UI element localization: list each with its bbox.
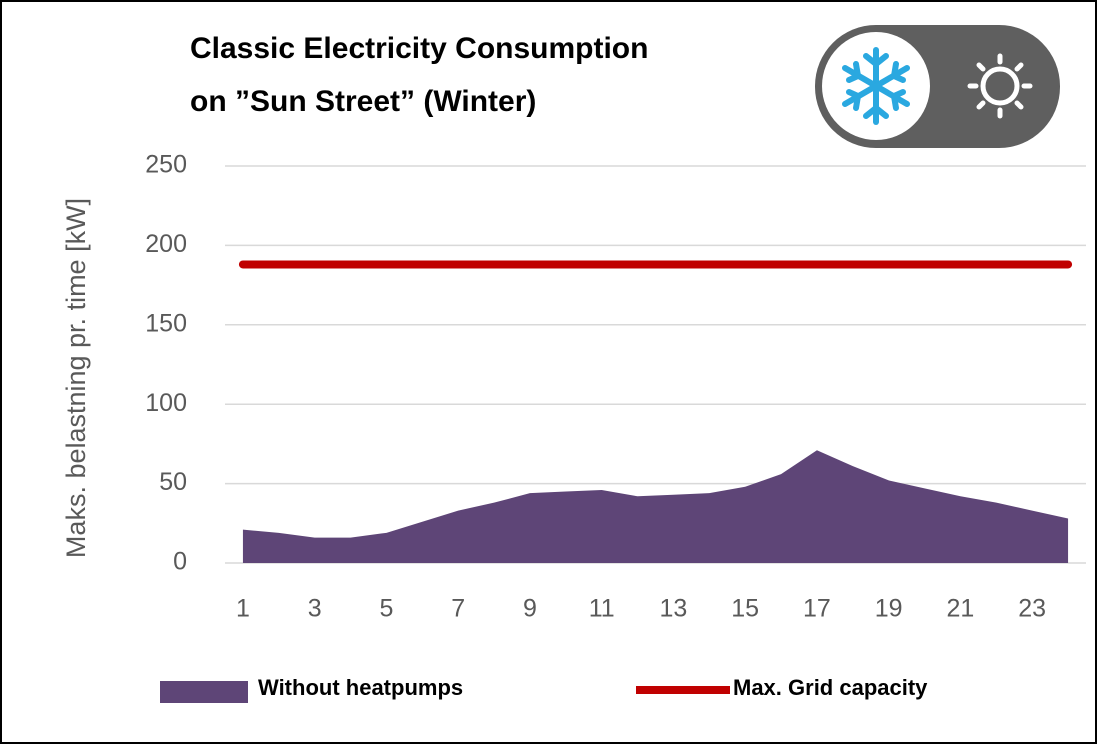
x-tick-label: 21 — [947, 595, 975, 623]
y-tick-label: 50 — [159, 468, 187, 496]
y-tick-label: 200 — [145, 230, 187, 258]
x-tick-label: 23 — [1018, 595, 1046, 623]
x-tick-label: 13 — [660, 595, 688, 623]
y-axis-label: Maks. belastning pr. time [kW] — [61, 198, 91, 558]
sun-icon — [967, 53, 1033, 119]
chart-title: on ”Sun Street” (Winter) — [190, 85, 536, 118]
x-tick-label: 7 — [451, 595, 465, 623]
chart-title: Classic Electricity Consumption — [190, 32, 648, 65]
x-tick-label: 5 — [379, 595, 393, 623]
x-tick-label: 9 — [523, 595, 537, 623]
x-tick-label: 3 — [308, 595, 322, 623]
y-tick-label: 150 — [145, 309, 187, 337]
y-tick-label: 250 — [145, 151, 187, 179]
x-tick-label: 17 — [803, 595, 831, 623]
y-tick-label: 0 — [173, 548, 187, 576]
x-tick-label: 15 — [731, 595, 759, 623]
season-toggle[interactable] — [815, 25, 1060, 148]
x-tick-label: 11 — [589, 595, 615, 623]
x-tick-label: 19 — [875, 595, 903, 623]
x-tick-label: 1 — [236, 595, 250, 623]
area — [242, 450, 1069, 563]
legend-swatch — [160, 681, 248, 703]
y-tick-label: 100 — [145, 389, 187, 417]
legend-label: Without heatpumps — [258, 675, 463, 700]
legend-label: Max. Grid capacity — [733, 675, 928, 700]
snowflake-icon — [842, 47, 910, 125]
